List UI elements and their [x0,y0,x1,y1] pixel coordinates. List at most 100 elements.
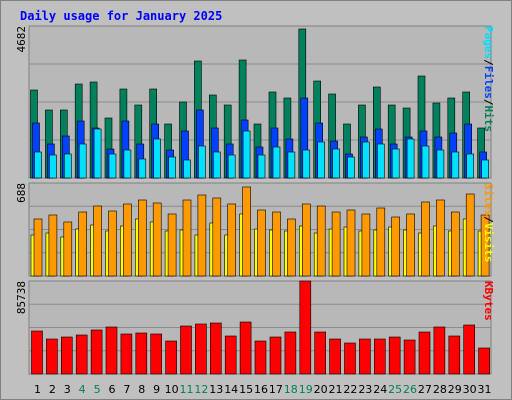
day-label-8: 8 [138,383,146,396]
bar-pages-day-2 [49,154,57,179]
legend-bottom: KBytes [482,281,495,321]
day-label-7: 7 [123,383,131,396]
day-label-4: 4 [78,383,86,396]
bar-kbytes-day-28 [433,326,446,375]
day-label-12: 12 [194,383,209,396]
bar-pages-day-7 [123,149,132,179]
legend-entry: Pages [482,26,495,60]
bar-kbytes-day-6 [105,326,118,375]
bar-pages-day-28 [436,149,445,179]
bar-kbytes-day-15 [239,321,252,375]
legend-entry: / [482,216,495,223]
bar-kbytes-day-30 [463,324,476,375]
day-label-5: 5 [93,383,101,396]
bar-pages-day-1 [34,151,42,179]
bar-kbytes-day-25 [388,336,401,375]
day-label-21: 21 [328,383,343,396]
legend-entry: Sites [482,183,495,217]
day-label-15: 15 [239,383,254,396]
bar-pages-day-19 [302,149,311,179]
bar-sites-day-28 [436,199,445,277]
day-label-18: 18 [283,383,298,396]
bar-pages-day-20 [317,141,326,179]
bar-pages-day-29 [451,151,460,179]
bar-sites-day-23 [361,213,371,277]
max-label-kbytes: 85738 [15,281,28,315]
day-label-11: 11 [179,383,194,396]
day-label-3: 3 [63,383,71,396]
bar-sites-day-2 [48,214,58,277]
legend-entry: / [482,59,495,66]
bar-sites-day-17 [272,211,281,277]
bar-sites-day-3 [63,221,73,277]
day-label-17: 17 [268,383,283,396]
bar-sites-day-29 [450,211,460,277]
bar-sites-day-20 [316,205,326,277]
bar-sites-day-25 [391,216,401,277]
day-label-20: 20 [313,383,328,396]
day-label-6: 6 [108,383,116,396]
bar-sites-day-13 [212,197,222,277]
bar-pages-day-11 [183,159,191,179]
bar-kbytes-day-5 [90,329,103,375]
bar-pages-day-12 [198,145,206,179]
bar-sites-day-6 [108,210,117,277]
legend-entry: / [482,98,495,106]
day-label-26: 26 [403,383,418,396]
day-label-13: 13 [209,383,224,396]
bar-sites-day-18 [287,218,296,277]
bar-pages-day-23 [362,141,370,179]
day-label-25: 25 [388,383,403,396]
bar-pages-day-9 [153,138,161,179]
bar-pages-day-6 [108,153,117,179]
bar-kbytes-day-18 [284,331,297,375]
legend-entry: Hits [482,105,495,133]
day-label-2: 2 [48,383,56,396]
bar-pages-day-25 [391,148,400,179]
bar-pages-day-22 [347,156,355,179]
bar-kbytes-day-29 [448,335,461,375]
day-label-10: 10 [164,383,179,396]
bar-sites-day-27 [421,201,430,277]
bar-kbytes-day-27 [418,331,431,375]
bar-kbytes-day-13 [210,322,222,375]
bar-kbytes-day-2 [46,338,58,375]
bar-pages-day-14 [227,154,236,179]
legend-middle: Sites/Visits [482,183,495,263]
bar-kbytes-day-8 [135,332,148,375]
bar-sites-day-21 [331,211,341,277]
bar-sites-day-8 [138,199,147,277]
day-label-31: 31 [477,383,492,396]
bar-pages-day-13 [213,151,221,179]
bar-kbytes-day-24 [373,338,386,375]
bar-kbytes-day-9 [150,333,162,375]
max-label-hits-files-pages: 4682 [15,26,28,53]
bar-sites-day-14 [227,203,236,277]
day-label-29: 29 [447,383,462,396]
bar-pages-day-27 [421,145,430,179]
bar-pages-day-17 [272,146,281,179]
chart-title: Daily usage for January 2025 [20,9,223,23]
bar-sites-day-19 [301,203,311,277]
day-label-1: 1 [33,383,41,396]
bar-sites-day-30 [465,193,475,277]
bar-pages-day-10 [168,156,176,179]
day-label-24: 24 [373,383,388,396]
bar-kbytes-day-20 [314,331,327,375]
bar-kbytes-day-17 [269,336,282,375]
bar-pages-day-24 [376,143,385,179]
bar-pages-day-31 [481,159,489,179]
bar-sites-day-24 [376,207,386,277]
bar-kbytes-day-31 [478,347,490,375]
bar-sites-day-26 [406,213,415,277]
bar-sites-day-16 [257,209,266,277]
bar-kbytes-day-21 [329,338,341,375]
bar-sites-day-31 [480,214,490,277]
bar-kbytes-day-12 [195,323,207,375]
legend-top: Pages/Files/Hits [482,26,495,132]
day-label-30: 30 [462,383,477,396]
bar-kbytes-day-23 [359,338,371,375]
bar-kbytes-day-16 [254,340,267,375]
bar-kbytes-day-4 [75,334,88,375]
